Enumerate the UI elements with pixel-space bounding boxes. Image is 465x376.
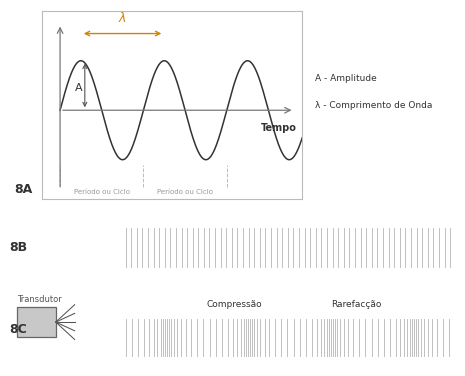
Text: Transdutor: Transdutor [17,295,62,304]
Text: A: A [74,83,82,93]
Text: 8C: 8C [9,323,27,337]
Text: Período ou Ciclo: Período ou Ciclo [157,190,213,196]
Text: Período ou Ciclo: Período ou Ciclo [74,190,130,196]
Text: $\lambda$: $\lambda$ [118,11,127,25]
Text: Rarefacção: Rarefacção [332,300,382,309]
Text: Tempo: Tempo [261,123,297,133]
Text: 8B: 8B [9,241,27,254]
Bar [17,307,56,337]
Text: 8A: 8A [14,182,32,196]
Text: λ - Comprimento de Onda: λ - Comprimento de Onda [315,101,432,110]
Text: A - Amplitude: A - Amplitude [315,74,377,83]
Text: Compressão: Compressão [206,300,262,309]
